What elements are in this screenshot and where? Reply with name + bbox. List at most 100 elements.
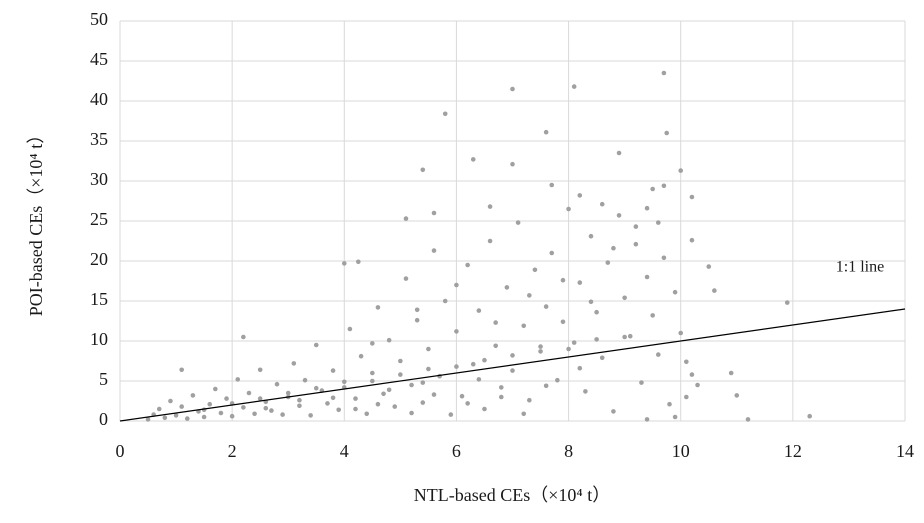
- point: [577, 365, 583, 371]
- point: [308, 413, 313, 418]
- point: [498, 394, 504, 400]
- point: [538, 349, 543, 354]
- reference-line-label: 1:1 line: [836, 259, 884, 276]
- point: [370, 378, 375, 384]
- point: [257, 396, 263, 401]
- point: [213, 386, 218, 392]
- point: [356, 259, 361, 265]
- point: [252, 411, 257, 417]
- point: [493, 343, 498, 349]
- point: [347, 326, 353, 332]
- point: [454, 329, 459, 334]
- point: [571, 84, 577, 89]
- point: [594, 337, 599, 342]
- point: [448, 412, 454, 417]
- point: [285, 390, 291, 396]
- x-axis-title: NTL-based CEs（×10⁴ t）: [414, 485, 610, 505]
- point: [745, 417, 751, 422]
- point: [734, 393, 740, 398]
- x-tick-label: 6: [452, 441, 461, 461]
- point: [521, 411, 527, 417]
- point: [470, 157, 476, 162]
- point: [375, 401, 381, 407]
- point: [257, 367, 263, 373]
- point: [672, 289, 678, 295]
- point: [341, 261, 347, 266]
- point: [639, 380, 644, 385]
- point: [655, 352, 661, 357]
- point: [179, 367, 184, 373]
- point: [583, 389, 588, 394]
- point: [482, 357, 487, 363]
- y-tick-label: 5: [99, 369, 108, 389]
- point: [241, 334, 246, 340]
- point: [633, 224, 639, 229]
- point: [510, 161, 515, 167]
- point: [459, 393, 465, 399]
- point: [807, 413, 812, 419]
- point: [571, 340, 577, 345]
- point: [543, 129, 549, 135]
- point: [493, 320, 498, 325]
- point: [599, 355, 605, 361]
- point: [291, 361, 297, 366]
- point: [313, 342, 319, 348]
- point: [784, 300, 790, 305]
- point: [420, 380, 426, 385]
- y-tick-label: 40: [90, 89, 108, 109]
- point: [409, 382, 414, 388]
- y-tick-label: 35: [90, 129, 108, 149]
- point: [633, 241, 639, 247]
- x-tick-label: 0: [116, 441, 125, 461]
- point: [655, 220, 661, 225]
- point: [684, 359, 689, 365]
- point: [487, 238, 493, 244]
- point: [162, 415, 168, 421]
- point: [543, 304, 549, 309]
- point: [594, 309, 599, 315]
- point: [549, 182, 555, 188]
- point: [538, 344, 543, 349]
- point: [218, 410, 224, 416]
- point: [728, 370, 734, 376]
- point: [325, 401, 330, 406]
- point: [498, 385, 504, 390]
- point: [504, 285, 510, 290]
- point: [515, 220, 521, 225]
- point: [667, 401, 672, 407]
- point: [330, 395, 336, 401]
- point: [386, 387, 392, 393]
- reference-line: [119, 308, 906, 422]
- point: [465, 401, 470, 406]
- point: [684, 394, 689, 400]
- y-tick-label: 30: [90, 169, 108, 189]
- point: [605, 260, 611, 265]
- y-tick-label: 15: [90, 289, 108, 309]
- point: [476, 308, 482, 313]
- point: [184, 416, 190, 421]
- point: [706, 264, 712, 269]
- point: [302, 377, 308, 383]
- point: [712, 288, 717, 293]
- point: [510, 368, 515, 373]
- point: [588, 233, 594, 239]
- point: [364, 411, 370, 417]
- point: [241, 405, 246, 410]
- point: [280, 412, 285, 417]
- point: [145, 417, 151, 422]
- y-tick-label: 20: [90, 249, 108, 269]
- point: [611, 245, 616, 251]
- point: [442, 111, 448, 117]
- point: [370, 370, 375, 376]
- point: [454, 364, 459, 369]
- point: [644, 417, 650, 422]
- point: [661, 70, 667, 76]
- point: [297, 397, 302, 403]
- y-axis-title: POI-based CEs（×10⁴ t）: [26, 126, 46, 316]
- point: [353, 406, 358, 412]
- point: [156, 406, 162, 412]
- point: [678, 168, 684, 173]
- point: [431, 392, 437, 397]
- point: [664, 130, 669, 136]
